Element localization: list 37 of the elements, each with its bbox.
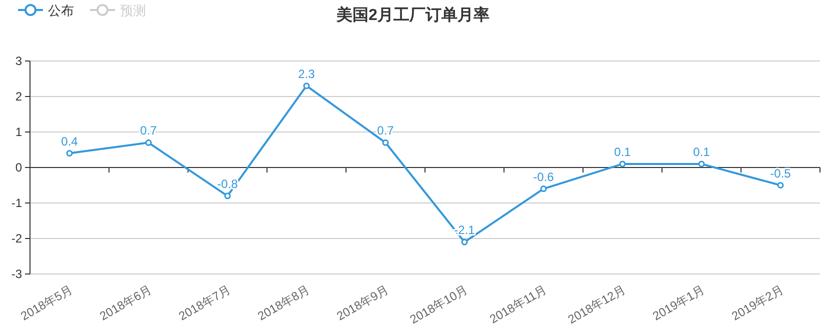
data-label: 0.7 <box>377 124 394 138</box>
y-tick-label: 1 <box>15 125 22 139</box>
y-tick-label: -1 <box>11 196 22 210</box>
x-tick-label: 2019年2月 <box>729 282 786 324</box>
data-label: -0.6 <box>533 170 554 184</box>
x-tick-label: 2019年1月 <box>650 282 707 324</box>
x-tick-label: 2018年7月 <box>176 282 233 324</box>
point <box>303 82 310 90</box>
x-tick-label: 2018年5月 <box>18 282 75 324</box>
point <box>145 139 152 146</box>
legend-label: 公布 <box>48 3 74 18</box>
data-label: 0.4 <box>61 134 78 148</box>
x-tick-label: 2018年11月 <box>487 282 549 326</box>
data-label: 0.1 <box>693 144 710 159</box>
point <box>540 186 547 192</box>
point <box>698 160 705 168</box>
point <box>619 160 626 168</box>
data-label: 0.7 <box>140 124 158 138</box>
point <box>224 192 231 200</box>
x-tick-label: 2018年12月 <box>566 282 628 327</box>
x-tick-label: 2018年10月 <box>408 282 470 327</box>
data-label: 0.1 <box>614 144 632 159</box>
y-tick-label: 3 <box>15 54 22 68</box>
y-tick-label: -2 <box>11 232 22 246</box>
y-tick-label: 2 <box>15 90 22 104</box>
point <box>777 182 784 188</box>
x-tick-label: 2018年9月 <box>334 282 391 324</box>
y-tick-label: -3 <box>11 267 22 281</box>
point <box>382 139 389 146</box>
point <box>461 238 468 246</box>
data-label: -0.5 <box>770 166 792 180</box>
x-tick-label: 2018年8月 <box>255 282 312 324</box>
y-tick-label: 0 <box>15 160 22 174</box>
chart-title: 美国2月工厂订单月率 <box>336 5 490 24</box>
x-tick-label: 2018年6月 <box>97 282 154 324</box>
data-label: 2.3 <box>298 66 316 81</box>
point <box>66 150 73 157</box>
